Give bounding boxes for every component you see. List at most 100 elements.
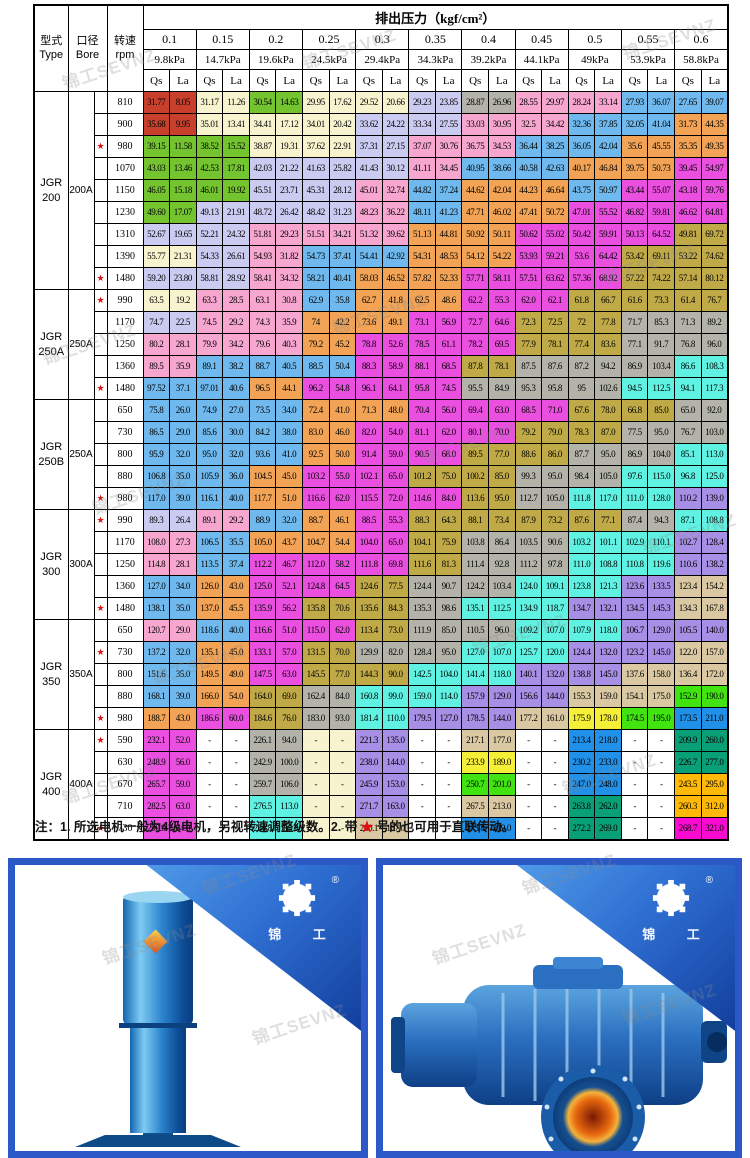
data-cell: 31.73 xyxy=(674,113,702,136)
data-cell: 62.9 xyxy=(301,289,330,312)
data-cell: 63.62 xyxy=(541,267,569,290)
data-cell: - xyxy=(434,773,463,796)
data-cell: 85.6 xyxy=(195,421,224,444)
data-cell: 110.0 xyxy=(381,707,410,730)
data-cell: 54.0 xyxy=(222,685,250,708)
la-header-10: La xyxy=(700,69,729,92)
data-cell: 35.5 xyxy=(222,531,250,554)
data-cell: 108.8 xyxy=(700,509,729,532)
model-label: JGR 400 xyxy=(33,729,69,841)
data-cell: 184.6 xyxy=(248,707,277,730)
rpm-value: 980 xyxy=(106,707,144,730)
gear-logo-icon xyxy=(652,879,690,917)
data-cell: 89.2 xyxy=(700,311,729,334)
data-cell: 104.7 xyxy=(301,531,330,554)
data-cell: 37.62 xyxy=(301,135,330,158)
data-cell: 95.5 xyxy=(461,377,490,400)
data-cell: 75.9 xyxy=(434,531,463,554)
data-cell: 42.2 xyxy=(328,311,357,334)
blower-spec-table: 型式 Type 口径 Bore 转速 rpm 排出压力（kgf/cm²） 0.1 0.15 0.2… xyxy=(33,4,729,841)
data-cell: 57.0 xyxy=(275,641,303,664)
data-cell: 20.66 xyxy=(381,91,410,114)
table-row: 1360 89.5 35.9 89.1 38.2 88.7 40.5 88.5 50.4 88.3… xyxy=(34,355,729,378)
data-cell: 96.8 xyxy=(674,465,702,488)
data-cell: 89.1 xyxy=(195,509,224,532)
data-cell: 166.0 xyxy=(195,685,224,708)
direct-drive-star-icon: ★ xyxy=(93,641,108,664)
data-cell: 30.8 xyxy=(275,289,303,312)
pressure-header-5: 0.35 xyxy=(408,29,463,50)
data-cell: 69.0 xyxy=(275,685,303,708)
data-cell: 34.2 xyxy=(222,333,250,356)
data-cell: 45.31 xyxy=(301,179,330,202)
kpa-header-6: 39.2kPa xyxy=(461,49,516,70)
data-cell: 78.0 xyxy=(594,399,622,422)
data-cell: 83.0 xyxy=(301,421,330,444)
table-row: 880 106.8 35.0 105.9 36.0 104.5 45.0 103.2 55.0 1… xyxy=(34,465,729,488)
data-cell: - xyxy=(514,751,543,774)
data-cell: - xyxy=(301,795,330,818)
data-cell: - xyxy=(408,729,436,752)
data-cell: 28.1 xyxy=(169,333,197,356)
data-cell: 64.42 xyxy=(594,245,622,268)
data-cell: 75.8 xyxy=(142,399,171,422)
star-placeholder xyxy=(93,157,108,180)
data-cell: 96.5 xyxy=(248,377,277,400)
data-cell: - xyxy=(195,773,224,796)
rpm-value: 1390 xyxy=(106,245,144,268)
data-cell: 102.9 xyxy=(620,531,649,554)
qs-header-7: Qs xyxy=(514,69,543,92)
data-cell: 74.5 xyxy=(195,311,224,334)
rpm-value: 630 xyxy=(106,751,144,774)
la-header-8: La xyxy=(594,69,622,92)
data-cell: 95.3 xyxy=(514,377,543,400)
data-cell: 54.4 xyxy=(328,531,357,554)
data-cell: 111.8 xyxy=(567,487,596,510)
data-cell: 114.6 xyxy=(408,487,436,510)
data-cell: 77.8 xyxy=(594,311,622,334)
data-cell: 48.72 xyxy=(248,201,277,224)
data-cell: 49.1 xyxy=(381,311,410,334)
data-cell: 38.25 xyxy=(541,135,569,158)
data-cell: 59.81 xyxy=(647,201,676,224)
data-cell: 232.1 xyxy=(142,729,171,752)
table-row: 900 35.68 9.95 35.01 13.41 34.41 17.12 34.01 20.… xyxy=(34,113,729,136)
data-cell: 259.7 xyxy=(248,773,277,796)
data-cell: 58.41 xyxy=(248,267,277,290)
data-cell: 94.2 xyxy=(594,355,622,378)
data-cell: 27.15 xyxy=(381,135,410,158)
data-cell: 63.0 xyxy=(488,399,516,422)
data-cell: 55.77 xyxy=(142,245,171,268)
data-cell: 31.82 xyxy=(275,245,303,268)
data-cell: 48.53 xyxy=(434,245,463,268)
data-cell: 51.13 xyxy=(408,223,436,246)
data-cell: 22.91 xyxy=(328,135,357,158)
data-cell: 268.7 xyxy=(674,817,702,841)
data-cell: 69.4 xyxy=(461,399,490,422)
rpm-value: 980 xyxy=(106,487,144,510)
data-cell: 56.2 xyxy=(275,597,303,620)
kpa-header-7: 44.1kPa xyxy=(514,49,569,70)
data-cell: 190.0 xyxy=(700,685,729,708)
data-cell: 56.9 xyxy=(434,311,463,334)
data-cell: 44.1 xyxy=(275,377,303,400)
data-cell: 124.0 xyxy=(514,575,543,598)
direct-drive-star-icon: ★ xyxy=(93,487,108,510)
data-cell: 42.04 xyxy=(488,179,516,202)
data-cell: 72.3 xyxy=(514,311,543,334)
data-cell: 46.05 xyxy=(142,179,171,202)
data-cell: 54.97 xyxy=(700,157,729,180)
data-cell: 135.9 xyxy=(248,597,277,620)
rpm-value: 1310 xyxy=(106,223,144,246)
data-cell: 17.07 xyxy=(169,201,197,224)
data-cell: 40.95 xyxy=(461,157,490,180)
data-cell: 54.0 xyxy=(381,421,410,444)
data-cell: 33.34 xyxy=(408,113,436,136)
qs-header-4: Qs xyxy=(355,69,383,92)
data-cell: 78.8 xyxy=(355,333,383,356)
data-cell: 108.8 xyxy=(594,553,622,576)
data-cell: 39.07 xyxy=(700,91,729,114)
data-cell: 137.6 xyxy=(620,663,649,686)
data-cell: 106.0 xyxy=(275,773,303,796)
data-cell: 42.92 xyxy=(381,245,410,268)
